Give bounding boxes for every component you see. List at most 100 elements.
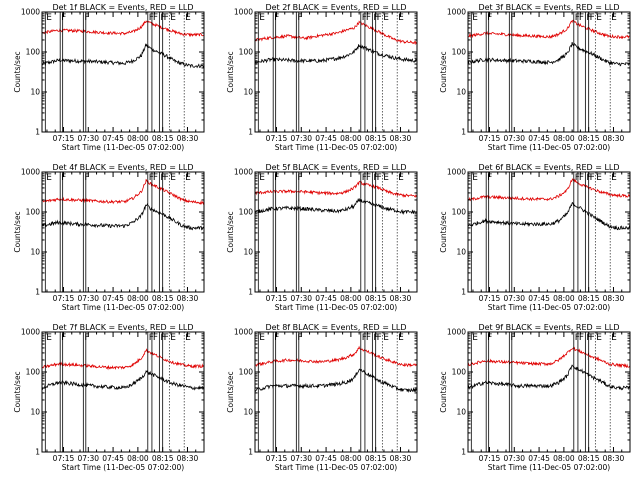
marker-label: F <box>362 333 367 343</box>
x-tick-label: 07:45 <box>102 134 124 143</box>
panel-1: Det 1f BLACK = Events, RED = LLDEFFFFFFE… <box>13 3 205 152</box>
marker-label: F <box>164 13 169 23</box>
x-tick-label: 07:30 <box>290 134 312 143</box>
x-tick-label: 07:15 <box>266 134 288 143</box>
marker-label: F <box>377 333 382 343</box>
y-tick-label: 1000 <box>447 328 466 337</box>
x-tick-label: 08:15 <box>578 294 600 303</box>
y-tick-label: 1000 <box>234 168 253 177</box>
marker-label: F <box>366 13 371 23</box>
panel-title: Det 3f BLACK = Events, RED = LLD <box>478 3 619 12</box>
x-tick-label: 07:15 <box>479 294 501 303</box>
panel-2: Det 2f BLACK = Events, RED = LLDEFFFFFFE… <box>226 3 418 152</box>
series-line-lld <box>467 346 631 369</box>
y-tick-label: 100 <box>26 368 41 377</box>
y-tick-label: 1000 <box>21 168 40 177</box>
y-tick-label: 1 <box>248 288 253 297</box>
x-tick-label: 07:45 <box>315 134 337 143</box>
y-axis-label: Counts/sec <box>226 211 235 252</box>
y-tick-label: 10 <box>456 408 466 417</box>
y-tick-label: 10 <box>456 88 466 97</box>
panel-4: Det 4f BLACK = Events, RED = LLDEFFFFFFE… <box>13 163 205 312</box>
marker-label: E <box>596 173 602 183</box>
series-line-lld <box>254 345 418 368</box>
x-tick-label: 08:15 <box>578 454 600 463</box>
y-tick-label: 100 <box>239 368 254 377</box>
x-tick-label: 07:15 <box>479 134 501 143</box>
x-tick-label: 07:15 <box>266 454 288 463</box>
x-axis-label: Start Time (11-Dec-05 07:02:00) <box>488 143 610 152</box>
x-tick-label: 07:45 <box>102 454 124 463</box>
y-axis-label: Counts/sec <box>439 371 448 412</box>
marker-label: E <box>472 13 478 23</box>
y-tick-label: 1 <box>35 448 40 457</box>
x-tick-label: 08:00 <box>553 294 575 303</box>
series-line-events <box>467 42 631 67</box>
x-tick-label: 08:00 <box>127 134 149 143</box>
panel-title: Det 9f BLACK = Events, RED = LLD <box>478 323 619 332</box>
marker-label: E <box>398 173 404 183</box>
y-tick-label: 1000 <box>234 328 253 337</box>
y-tick-label: 1 <box>248 128 253 137</box>
marker-label: F <box>510 13 515 23</box>
series-line-events <box>467 364 631 391</box>
plot-frame <box>41 171 205 293</box>
y-tick-label: 10 <box>30 408 40 417</box>
y-tick-label: 1 <box>35 288 40 297</box>
plot-frame <box>254 171 418 293</box>
y-tick-label: 1 <box>461 128 466 137</box>
x-tick-label: 08:00 <box>340 134 362 143</box>
marker-label: E <box>170 13 176 23</box>
marker-label: F <box>274 333 279 343</box>
marker-label: E <box>611 333 617 343</box>
panel-3: Det 3f BLACK = Events, RED = LLDEFFFFFFE… <box>439 3 631 152</box>
marker-label: F <box>377 13 382 23</box>
marker-label: F <box>149 173 154 183</box>
y-axis-label: Counts/sec <box>439 51 448 92</box>
x-tick-label: 08:30 <box>177 294 199 303</box>
marker-label: F <box>297 333 302 343</box>
x-tick-label: 08:30 <box>390 134 412 143</box>
plot-frame <box>254 11 418 133</box>
plot-frame <box>41 11 205 133</box>
marker-label: F <box>377 173 382 183</box>
marker-label: F <box>510 173 515 183</box>
x-tick-label: 07:15 <box>53 294 75 303</box>
x-tick-label: 08:15 <box>152 134 174 143</box>
x-tick-label: 07:30 <box>77 134 99 143</box>
marker-label: E <box>472 173 478 183</box>
marker-label: E <box>398 333 404 343</box>
series-line-lld <box>254 20 418 46</box>
marker-label: F <box>164 333 169 343</box>
marker-label: E <box>185 173 191 183</box>
x-tick-label: 07:30 <box>503 294 525 303</box>
panel-7: Det 7f BLACK = Events, RED = LLDEFFFFFFE… <box>13 323 205 472</box>
panel-title: Det 4f BLACK = Events, RED = LLD <box>52 163 193 172</box>
y-tick-label: 1 <box>461 288 466 297</box>
y-tick-label: 10 <box>30 248 40 257</box>
panel-title: Det 1f BLACK = Events, RED = LLD <box>52 3 193 12</box>
y-tick-label: 10 <box>243 248 253 257</box>
series-line-lld <box>467 178 631 202</box>
x-tick-label: 07:30 <box>77 454 99 463</box>
x-tick-label: 08:00 <box>340 454 362 463</box>
marker-label: F <box>579 13 584 23</box>
marker-label: F <box>61 173 66 183</box>
series-line-events <box>41 369 205 391</box>
x-axis-label: Start Time (11-Dec-05 07:02:00) <box>62 143 184 152</box>
series-line-events <box>41 43 205 69</box>
marker-label: F <box>575 13 580 23</box>
marker-label: F <box>579 333 584 343</box>
panel-title: Det 5f BLACK = Events, RED = LLD <box>265 163 406 172</box>
marker-label: E <box>472 333 478 343</box>
y-axis-label: Counts/sec <box>226 371 235 412</box>
x-tick-label: 08:00 <box>127 454 149 463</box>
marker-label: F <box>149 13 154 23</box>
x-axis-label: Start Time (11-Dec-05 07:02:00) <box>488 303 610 312</box>
y-tick-label: 1000 <box>21 8 40 17</box>
marker-label: E <box>46 13 52 23</box>
marker-label: E <box>170 333 176 343</box>
x-axis-label: Start Time (11-Dec-05 07:02:00) <box>275 303 397 312</box>
marker-label: F <box>362 13 367 23</box>
